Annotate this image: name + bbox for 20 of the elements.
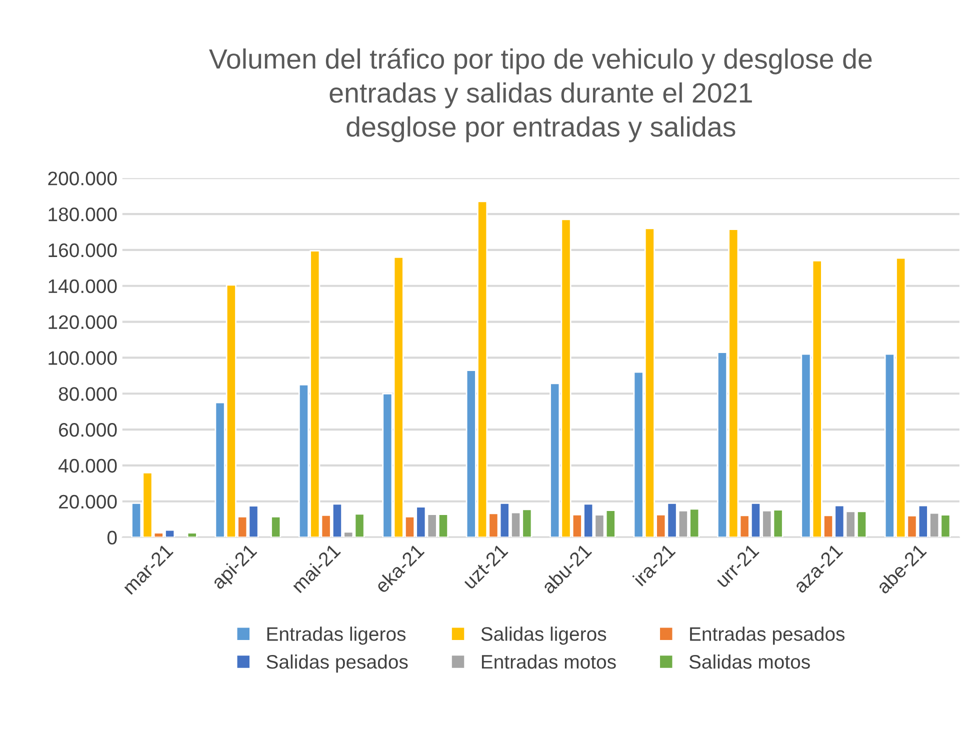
y-tick-label: 80.000 xyxy=(58,387,117,401)
legend-label: Salidas motos xyxy=(689,654,810,669)
legend-label: Entradas pesados xyxy=(690,626,845,645)
legend-label: Salidas pesados xyxy=(266,654,408,673)
y-tick-label: 200.000 xyxy=(48,172,117,186)
y-tick-label: 0 xyxy=(107,530,117,545)
y-tick-label: 60.000 xyxy=(59,423,117,437)
chart-title: Volumen del tráfico por tipo de vehiculo y desglose de entradas y salidas durante el 2021 desglose por entradas y salidas xyxy=(209,48,872,142)
y-tick-label: 160.000 xyxy=(48,243,117,258)
y-tick-label: 120.000 xyxy=(48,315,117,330)
y-tick-label: 100.000 xyxy=(48,351,117,365)
bar xyxy=(186,532,198,538)
y-tick-label: 20.000 xyxy=(59,494,117,509)
y-tick-label: 140.000 xyxy=(48,279,117,294)
legend-label: Entradas motos xyxy=(482,654,616,669)
y-tick-label: 180.000 xyxy=(48,208,117,222)
legend-label: Salidas ligeros xyxy=(481,626,606,645)
legend-label: Entradas ligeros xyxy=(267,626,406,645)
y-tick-label: 40.000 xyxy=(58,458,117,473)
bar xyxy=(270,516,282,538)
